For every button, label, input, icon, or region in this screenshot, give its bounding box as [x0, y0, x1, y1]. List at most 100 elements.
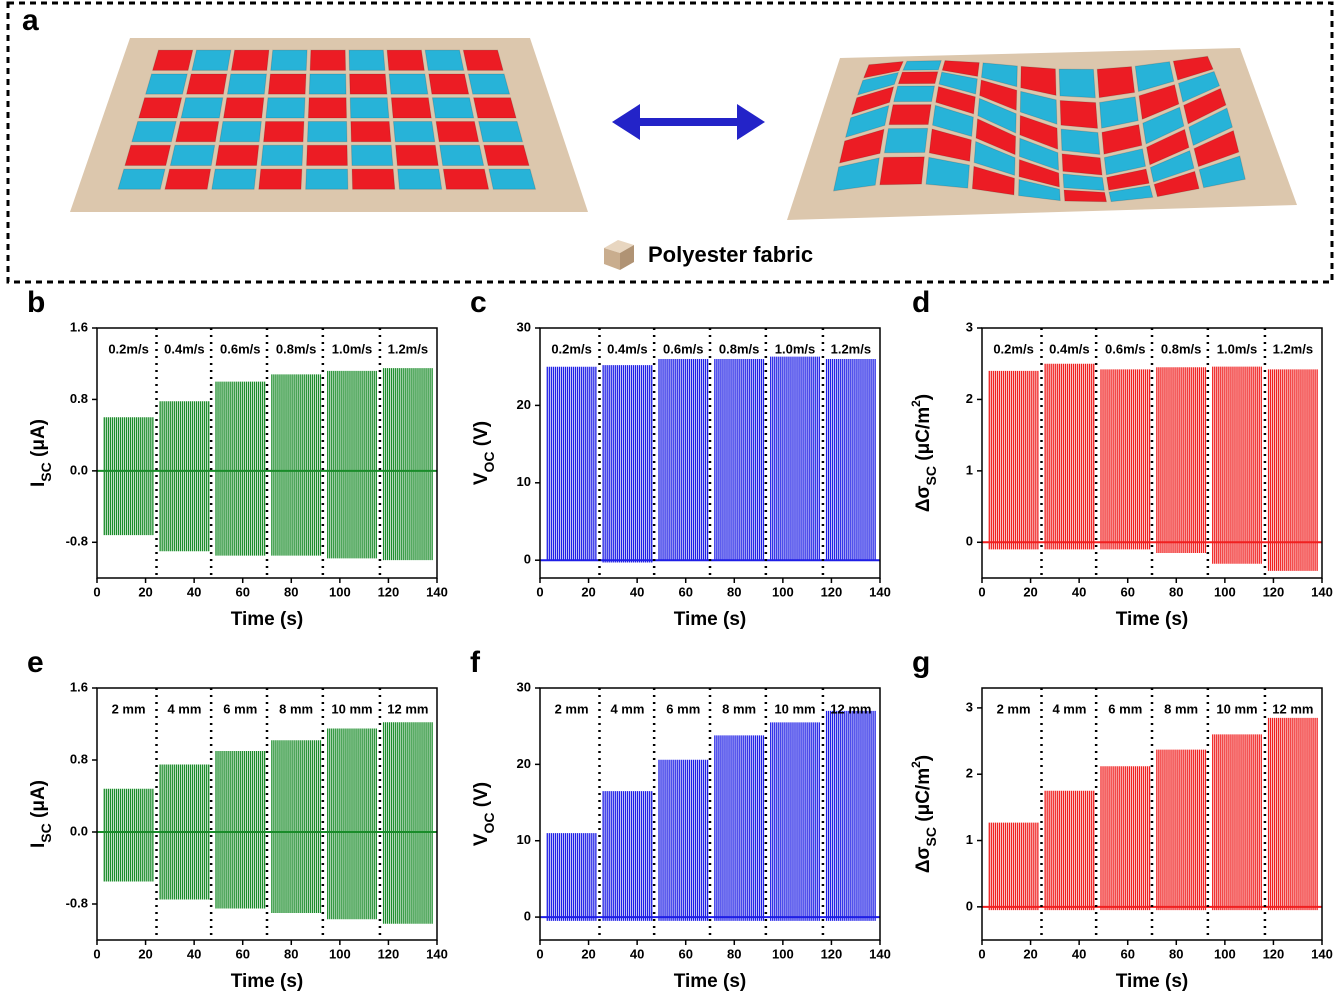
- segment-label: 6 mm: [666, 701, 700, 716]
- x-axis-label: Time (s): [1116, 609, 1189, 630]
- y-tick-label: 1.6: [70, 319, 88, 334]
- y-axis-label-part: SC: [923, 466, 939, 485]
- x-tick-label: 120: [378, 946, 400, 961]
- weave-cell: [1064, 190, 1106, 202]
- y-tick-label: 0: [966, 898, 973, 913]
- weave-cell: [352, 169, 395, 189]
- x-tick-label: 80: [727, 946, 741, 961]
- segment-label: 8 mm: [1164, 701, 1198, 716]
- y-axis-label-part: Δσ: [913, 846, 934, 873]
- weave-cell: [308, 98, 346, 118]
- pulse-train: [272, 740, 321, 913]
- pulse-train: [715, 735, 764, 921]
- x-tick-label: 20: [581, 584, 595, 599]
- y-axis-label-part: (μA): [28, 780, 49, 823]
- x-tick-label: 20: [1023, 946, 1037, 961]
- weave-cell: [463, 50, 503, 70]
- weave-cell: [489, 169, 536, 189]
- x-tick-label: 80: [727, 584, 741, 599]
- segment-label: 10 mm: [774, 701, 815, 716]
- y-axis-label: ΔσSC (μC/m2): [909, 394, 939, 512]
- weave-cell: [484, 145, 529, 165]
- segment-label: 1.2m/s: [388, 341, 428, 356]
- pulse-train: [384, 722, 433, 924]
- x-tick-label: 120: [821, 946, 843, 961]
- y-axis-label-part: (μC/m: [913, 768, 934, 827]
- panel-label: e: [27, 646, 44, 679]
- panel-label: b: [27, 286, 45, 319]
- weave-cell: [181, 98, 223, 118]
- weave-cell: [351, 122, 391, 142]
- x-tick-label: 140: [869, 584, 891, 599]
- x-tick-label: 0: [536, 584, 543, 599]
- segment-label: 0.6m/s: [663, 341, 703, 356]
- weave-cell: [425, 50, 464, 70]
- y-axis-label: VOC (V): [471, 421, 497, 485]
- pulse-train: [104, 789, 153, 882]
- weave-cell: [398, 169, 442, 189]
- weave-cell: [351, 145, 392, 165]
- y-axis-label-part: ): [913, 755, 934, 761]
- x-axis-label: Time (s): [1116, 971, 1189, 992]
- segment-label: 6 mm: [223, 701, 257, 716]
- legend-cube: [604, 240, 634, 270]
- segment-label: 2 mm: [997, 701, 1031, 716]
- segment-label: 4 mm: [167, 701, 201, 716]
- x-tick-label: 20: [138, 946, 152, 961]
- segment-label: 0.2m/s: [993, 341, 1033, 356]
- pulse-train: [272, 374, 321, 555]
- segment-label: 0.4m/s: [1049, 341, 1089, 356]
- x-tick-label: 20: [581, 946, 595, 961]
- panel-label: g: [912, 646, 930, 679]
- segment-label: 0.2m/s: [551, 341, 591, 356]
- pulse-train: [216, 382, 265, 556]
- y-tick-label: 1: [966, 832, 973, 847]
- y-tick-label: 30: [517, 679, 531, 694]
- y-tick-label: 20: [517, 756, 531, 771]
- weave-cell: [393, 122, 434, 142]
- pulse-train: [1213, 367, 1262, 564]
- pulse-train: [603, 365, 652, 562]
- segment-label: 8 mm: [279, 701, 313, 716]
- segment-label: 4 mm: [610, 701, 644, 716]
- weave-cell: [479, 122, 523, 142]
- weave-cell: [310, 50, 345, 70]
- chart: eISC (μA)Time (s)020406080100120140-0.80…: [27, 646, 448, 992]
- weave-cell: [1061, 129, 1100, 154]
- weave-cell: [429, 74, 469, 94]
- pulse-train: [659, 359, 708, 560]
- weave-cell: [170, 145, 214, 165]
- segment-label: 8 mm: [722, 701, 756, 716]
- segment-label: 1.0m/s: [775, 341, 815, 356]
- x-tick-label: 100: [772, 584, 794, 599]
- pulse-train: [1101, 766, 1150, 910]
- y-tick-label: -0.8: [66, 534, 88, 549]
- x-tick-label: 120: [821, 584, 843, 599]
- weave-cell: [307, 122, 347, 142]
- segment-label: 0.8m/s: [719, 341, 759, 356]
- weave-cell: [132, 122, 176, 142]
- weave-cell: [261, 145, 303, 165]
- fabric-illustration: [70, 38, 1297, 220]
- y-tick-label: 3: [966, 699, 973, 714]
- x-tick-label: 40: [1072, 946, 1086, 961]
- weave-cell: [350, 74, 387, 94]
- weave-cell: [231, 50, 269, 70]
- x-tick-label: 0: [93, 584, 100, 599]
- pulse-train: [216, 751, 265, 909]
- y-axis-label-part: V: [471, 833, 492, 846]
- arrow-head: [737, 104, 765, 140]
- pulse-train: [1269, 718, 1318, 910]
- weave-cell: [443, 169, 488, 189]
- y-axis-label-part: SC: [923, 827, 939, 846]
- y-tick-label: 0.8: [70, 391, 88, 406]
- y-axis-label: ISC (μA): [28, 419, 54, 487]
- segment-label: 1.2m/s: [1273, 341, 1313, 356]
- segment-label: 0.8m/s: [276, 341, 316, 356]
- x-tick-label: 80: [1169, 584, 1183, 599]
- x-tick-label: 100: [329, 584, 351, 599]
- y-axis-label-part: (V): [471, 421, 492, 452]
- y-tick-label: 2: [966, 766, 973, 781]
- segment-label: 4 mm: [1052, 701, 1086, 716]
- y-tick-label: 2: [966, 391, 973, 406]
